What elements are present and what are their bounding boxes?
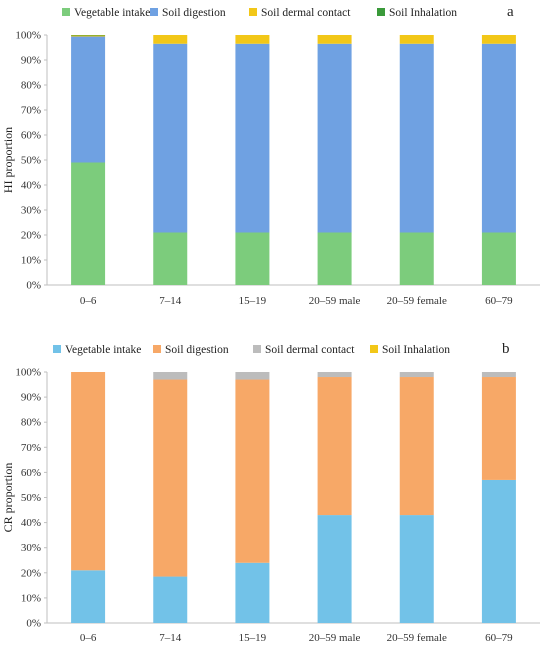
legend-swatch-soil-digestion [150, 8, 158, 16]
bar-soil-dermal-contact-15-19 [235, 372, 270, 380]
legend-swatch-vegetable-intake [53, 345, 61, 353]
legend-label-soil-dermal-contact: Soil dermal contact [265, 344, 355, 356]
bar-soil-inhalation-0-6 [71, 35, 106, 36]
x-tick-label: 60–79 [485, 295, 513, 307]
y-tick-label: 70% [21, 442, 41, 454]
legend-label-soil-digestion: Soil digestion [162, 7, 226, 19]
bar-soil-digestion-15-19 [235, 379, 270, 563]
y-tick-label: 10% [21, 592, 41, 604]
panel-label: b [502, 341, 510, 357]
x-tick-label: 15–19 [239, 295, 267, 307]
y-axis-title: HI proportion [1, 127, 15, 193]
x-tick-label: 20–59 male [309, 632, 361, 644]
y-tick-label: 20% [21, 567, 41, 579]
panel-label: a [507, 4, 514, 20]
y-tick-label: 90% [21, 55, 41, 67]
bar-soil-digestion-60-79 [481, 43, 516, 233]
y-tick-label: 80% [21, 417, 41, 429]
bar-soil-dermal-contact-20-59-male [317, 372, 352, 378]
bar-soil-dermal-contact-60-79 [481, 35, 516, 44]
bar-soil-dermal-contact-7-14 [153, 35, 188, 44]
x-tick-label: 15–19 [239, 632, 267, 644]
bar-vegetable-intake-60-79 [481, 479, 516, 623]
bar-soil-dermal-contact-20-59-female [399, 35, 434, 44]
y-tick-label: 80% [21, 80, 41, 92]
legend-label-vegetable-intake: Vegetable intake [65, 344, 141, 356]
legend-label-soil-inhalation: Soil Inhalation [382, 344, 450, 356]
y-tick-label: 30% [21, 542, 41, 554]
bar-soil-dermal-contact-15-19 [235, 35, 270, 44]
bar-vegetable-intake-15-19 [235, 562, 270, 623]
bar-vegetable-intake-7-14 [153, 576, 188, 623]
x-tick-label: 20–59 female [387, 632, 447, 644]
bar-vegetable-intake-0-6 [71, 570, 106, 623]
bar-soil-dermal-contact-60-79 [481, 372, 516, 378]
legend-swatch-soil-dermal-contact [253, 345, 261, 353]
bar-soil-digestion-60-79 [481, 377, 516, 480]
y-tick-label: 30% [21, 205, 41, 217]
legend-swatch-vegetable-intake [62, 8, 70, 16]
y-tick-label: 60% [21, 130, 41, 142]
bar-soil-digestion-15-19 [235, 43, 270, 233]
x-tick-label: 0–6 [80, 632, 97, 644]
bar-soil-dermal-contact-7-14 [153, 372, 188, 380]
bar-soil-dermal-contact-20-59-male [317, 35, 352, 44]
y-tick-label: 60% [21, 467, 41, 479]
y-axis-title: CR proportion [1, 463, 15, 533]
y-tick-label: 40% [21, 180, 41, 192]
y-tick-label: 50% [21, 492, 41, 504]
bar-vegetable-intake-20-59-female [399, 515, 434, 623]
x-tick-label: 7–14 [159, 295, 182, 307]
bar-soil-digestion-20-59-male [317, 377, 352, 516]
bar-vegetable-intake-15-19 [235, 232, 270, 285]
bar-vegetable-intake-20-59-female [399, 232, 434, 285]
legend-label-soil-digestion: Soil digestion [165, 344, 229, 356]
legend-label-soil-dermal-contact: Soil dermal contact [261, 7, 351, 19]
y-tick-label: 10% [21, 255, 41, 267]
legend-swatch-soil-digestion [153, 345, 161, 353]
legend-swatch-soil-inhalation [377, 8, 385, 16]
y-tick-label: 70% [21, 105, 41, 117]
bar-soil-dermal-contact-20-59-female [399, 372, 434, 378]
legend-swatch-soil-inhalation [370, 345, 378, 353]
bar-soil-digestion-20-59-male [317, 43, 352, 233]
x-tick-label: 0–6 [80, 295, 97, 307]
bar-soil-digestion-7-14 [153, 379, 188, 577]
bar-soil-digestion-0-6 [71, 36, 106, 163]
y-tick-label: 0% [26, 280, 41, 292]
bar-vegetable-intake-20-59-male [317, 515, 352, 623]
bar-vegetable-intake-7-14 [153, 232, 188, 285]
y-tick-label: 100% [15, 30, 41, 42]
bar-vegetable-intake-0-6 [71, 162, 106, 285]
chart-panel-a: Vegetable intake Soil digestion Soil derma… [1, 4, 540, 307]
legend-label-soil-inhalation: Soil Inhalation [389, 7, 457, 19]
bar-soil-digestion-20-59-female [399, 43, 434, 233]
x-tick-label: 60–79 [485, 632, 513, 644]
legend-label-vegetable-intake: Vegetable intake [74, 7, 150, 19]
x-tick-label: 20–59 male [309, 295, 361, 307]
y-tick-label: 90% [21, 392, 41, 404]
bar-soil-dermal-contact-0-6 [71, 35, 106, 37]
y-tick-label: 40% [21, 517, 41, 529]
x-tick-label: 7–14 [159, 632, 182, 644]
x-tick-label: 20–59 female [387, 295, 447, 307]
y-tick-label: 0% [26, 618, 41, 630]
y-tick-label: 100% [15, 367, 41, 379]
bar-soil-digestion-0-6 [71, 372, 106, 571]
bar-soil-digestion-20-59-female [399, 377, 434, 516]
bar-vegetable-intake-20-59-male [317, 232, 352, 285]
bar-soil-digestion-7-14 [153, 43, 188, 233]
chart-panel-b: Vegetable intake Soil digestion Soil derma… [1, 341, 540, 644]
legend-swatch-soil-dermal-contact [249, 8, 257, 16]
y-tick-label: 50% [21, 155, 41, 167]
bar-vegetable-intake-60-79 [481, 232, 516, 285]
y-tick-label: 20% [21, 230, 41, 242]
